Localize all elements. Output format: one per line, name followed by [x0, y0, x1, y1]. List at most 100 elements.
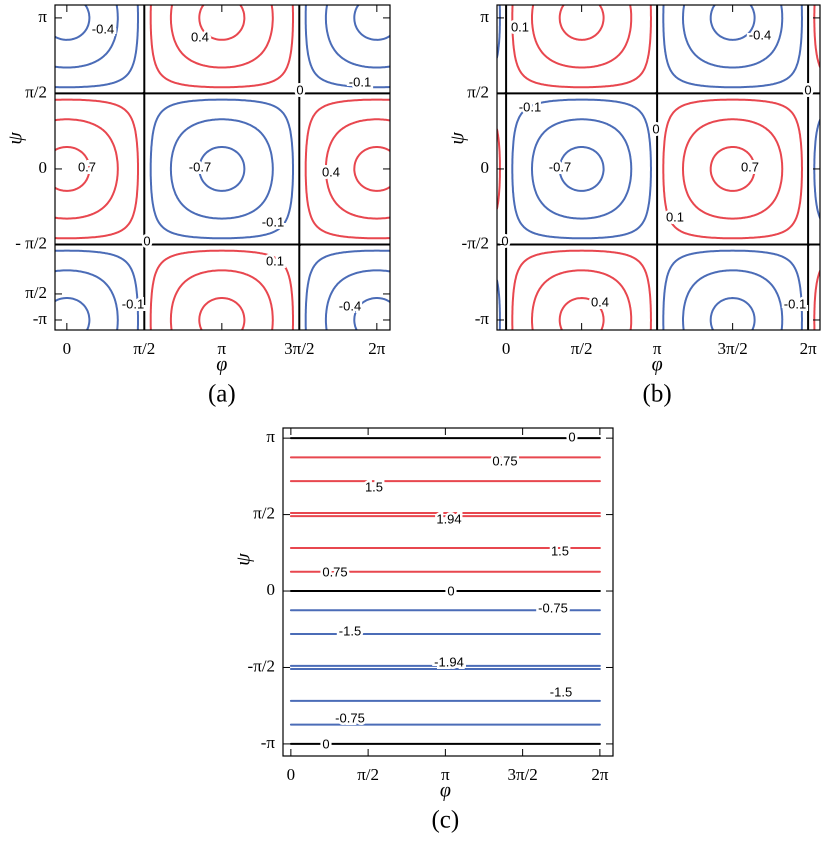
contour-line	[289, 664, 601, 670]
y-tick-label: π	[38, 7, 47, 26]
contour-label: 0.75	[322, 564, 347, 579]
contour-label: 0	[447, 583, 454, 598]
contour-label: 0	[804, 82, 811, 97]
x-tick-label: π	[441, 765, 450, 784]
contour-label: 0	[143, 233, 150, 248]
y-axis-label: ψ	[233, 553, 255, 566]
x-tick-label: 0	[287, 765, 296, 784]
contour-label: 0	[296, 82, 303, 97]
x-tick-label: 3π/2	[507, 765, 537, 784]
contour-line	[289, 480, 601, 549]
contour-label: 0.4	[191, 29, 209, 44]
y-tick-label: -π/2	[248, 656, 275, 675]
contours	[497, 5, 820, 330]
x-tick-label: 0	[502, 339, 511, 358]
contour-label: 0.1	[666, 209, 684, 224]
contour-label: 0.1	[266, 253, 284, 268]
contour-label: -0.75	[538, 600, 568, 615]
contour-label: 0	[322, 736, 329, 751]
x-tick-label: 3π/2	[284, 339, 314, 358]
contour-label: 0.4	[591, 294, 609, 309]
x-tick-label: π	[218, 339, 227, 358]
contour-label: -0.4	[92, 21, 114, 36]
contour-line	[497, 5, 820, 330]
contour-label: -0.1	[784, 296, 806, 311]
contour-label: -0.7	[189, 159, 211, 174]
panel-caption: (a)	[208, 381, 236, 408]
x-tick-label: π/2	[357, 765, 379, 784]
contour-label: -0.1	[349, 74, 371, 89]
y-tick-label: π/2	[253, 503, 275, 522]
contour-line	[531, 5, 784, 330]
y-tick-label: π/2	[25, 82, 47, 101]
contour-label: -1.94	[434, 654, 464, 669]
contour-line	[55, 5, 390, 330]
contour-line	[289, 437, 601, 745]
contour-label: 0	[568, 429, 575, 444]
contour-line	[55, 5, 390, 330]
x-axis-label: φ	[216, 354, 227, 376]
contour-label: 0.7	[78, 159, 96, 174]
contour-label: -0.4	[339, 298, 361, 313]
contour-label: -0.4	[749, 27, 771, 42]
contour-line	[558, 5, 756, 330]
y-tick-label: -π/2	[462, 233, 489, 252]
y-tick-label: - π/2	[15, 233, 47, 252]
contour-label: 0.75	[492, 453, 517, 468]
contour-line	[289, 609, 601, 726]
contour-line	[558, 5, 756, 330]
y-tick-label: 0	[267, 580, 276, 599]
contour-line	[289, 512, 601, 518]
contours	[55, 5, 390, 330]
contour-line	[55, 5, 390, 330]
y-tick-label: -π	[261, 733, 276, 752]
contour-label: 1.5	[365, 479, 383, 494]
y-tick-label: -π	[33, 309, 48, 328]
contour-line	[55, 5, 390, 330]
contour-label: -0.75	[335, 710, 365, 725]
contour-label: 1.94	[436, 511, 461, 526]
plot-frame	[54, 4, 391, 331]
x-tick-label: π	[653, 339, 662, 358]
contour-label: -0.1	[262, 214, 284, 229]
panel-caption: (b)	[643, 381, 672, 408]
contour-label: -1.5	[339, 623, 361, 638]
y-tick-label: 0	[481, 158, 490, 177]
contour-line	[55, 5, 390, 330]
contour-line	[289, 633, 601, 702]
x-tick-label: 2π	[591, 765, 609, 784]
x-tick-label: 3π/2	[717, 339, 747, 358]
x-axis-label: φ	[440, 780, 451, 802]
contour-label: 0	[652, 121, 659, 136]
contour-label: -0.1	[519, 99, 541, 114]
x-tick-label: π/2	[133, 339, 155, 358]
contour-label: -0.1	[122, 296, 144, 311]
x-tick-label: π/2	[571, 339, 593, 358]
contour-label: 0	[501, 233, 508, 248]
contour-line	[289, 456, 601, 573]
x-axis-label: φ	[652, 354, 663, 376]
contours	[289, 437, 601, 745]
contour-label: 0.7	[741, 159, 759, 174]
y-tick-label: π/2	[25, 283, 47, 302]
plot-frame	[496, 4, 821, 331]
contour-label: 0.4	[322, 164, 340, 179]
y-tick-label: 0	[39, 158, 48, 177]
x-tick-label: 2π	[368, 339, 386, 358]
contour-line	[531, 5, 784, 330]
y-tick-label: π/2	[467, 82, 489, 101]
x-tick-label: 0	[63, 339, 72, 358]
y-tick-label: -π	[475, 309, 490, 328]
y-axis-label: ψ	[447, 132, 469, 145]
x-tick-label: 2π	[800, 339, 818, 358]
contour-label: 1.5	[551, 543, 569, 558]
y-tick-label: π	[266, 427, 275, 446]
contour-label: 0.1	[511, 19, 529, 34]
contour-label: -1.5	[550, 684, 572, 699]
contour-label: -0.7	[549, 159, 571, 174]
y-tick-label: π	[480, 7, 489, 26]
y-axis-label: ψ	[5, 132, 27, 145]
plot-frame	[282, 427, 614, 757]
panel-caption: (c)	[431, 807, 459, 834]
